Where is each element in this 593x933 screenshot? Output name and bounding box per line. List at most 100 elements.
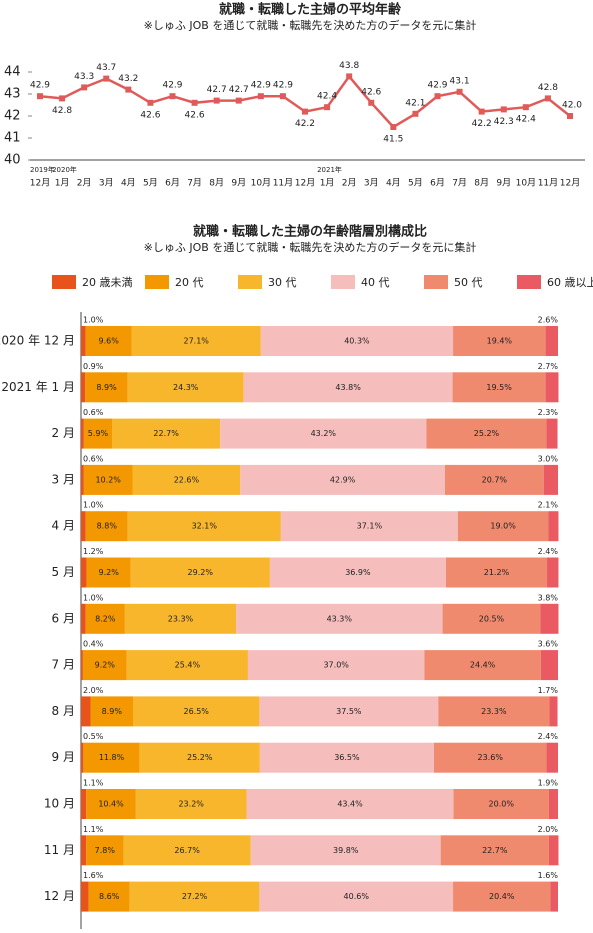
data-label: 2.4% — [538, 732, 559, 741]
data-label: 2.0% — [538, 825, 559, 834]
data-label: 20.7% — [482, 475, 508, 484]
chart-subtitle: ※しゅふ JOB を通じて就職・転職先を決めた方のデータを元に集計 — [144, 240, 477, 254]
bar-segment — [132, 696, 260, 727]
point — [59, 95, 66, 102]
data-label: 37.0% — [323, 661, 349, 670]
data-label: 25.2% — [474, 429, 500, 438]
year-label: 2021年 — [317, 165, 342, 174]
data-label: 42.4 — [317, 92, 337, 102]
data-label: 43.2 — [118, 74, 138, 84]
bar-segment — [442, 603, 541, 634]
data-label: 9.2% — [99, 568, 120, 577]
bar-segment — [545, 372, 559, 403]
data-label: 42.6 — [140, 110, 160, 120]
x-tick-label: 7月 — [452, 178, 467, 189]
legend-label: 30 代 — [268, 276, 297, 289]
data-label: 2.4% — [538, 547, 559, 556]
x-tick-label: 4月 — [386, 178, 401, 189]
bar-segment — [82, 650, 127, 681]
bar-segment — [81, 326, 86, 356]
bar-segment — [130, 557, 270, 588]
x-tick-label: 10月 — [516, 178, 536, 189]
bar-segment — [139, 742, 260, 773]
bar-segment — [543, 464, 558, 495]
chart-subtitle: ※しゅふ JOB を通じて就職・転職先を決めた方のデータを元に集計 — [144, 18, 477, 32]
x-tick-label: 12月 — [295, 178, 315, 189]
x-tick-label: 9月 — [231, 178, 246, 189]
bar-segment — [90, 696, 133, 727]
data-label: 1.6% — [83, 871, 104, 880]
bar-segment — [457, 511, 549, 542]
legend-swatch — [517, 275, 541, 289]
bar-segment — [86, 835, 124, 866]
point — [346, 73, 353, 80]
data-label: 43.7 — [96, 63, 116, 73]
data-label: 26.5% — [183, 707, 209, 716]
data-label: 19.4% — [487, 337, 513, 346]
data-label: 42.6 — [361, 87, 381, 97]
x-tick-label: 11月 — [273, 178, 293, 189]
x-tick-label: 1月 — [55, 178, 70, 189]
data-label: 9.2% — [95, 661, 116, 670]
point — [37, 93, 43, 100]
year-label: 2019年 — [30, 165, 55, 174]
data-label: 21.2% — [484, 568, 510, 577]
x-tick-label: 8月 — [474, 178, 489, 189]
data-label: 24.3% — [173, 383, 199, 392]
x-tick-label: 6月 — [165, 178, 180, 189]
point — [279, 93, 286, 100]
data-label: 36.5% — [334, 753, 360, 762]
bar-segment — [81, 511, 86, 542]
bar-segment — [131, 326, 261, 356]
bar-segment — [123, 835, 251, 866]
y-tick-label: 2021 年 1 月 — [1, 380, 75, 394]
bar-segment — [81, 881, 89, 912]
data-label: 2.3% — [538, 408, 559, 417]
bar-segment — [132, 464, 241, 495]
data-label: 8.9% — [102, 707, 123, 716]
y-tick-label: 44 — [4, 65, 21, 80]
bar-segment — [81, 603, 86, 634]
bar-segment — [433, 742, 547, 773]
point — [235, 97, 242, 104]
bar-segment — [81, 789, 87, 819]
bar-segment — [127, 372, 244, 403]
bar-segment — [81, 464, 84, 495]
data-label: 43.3% — [327, 614, 353, 623]
bar-segment — [88, 881, 130, 912]
y-tick-label: 42 — [4, 109, 21, 124]
bar-segment — [81, 372, 86, 403]
data-label: 3.6% — [538, 640, 559, 649]
data-label: 42.8 — [52, 106, 72, 116]
bar-segment — [127, 511, 281, 542]
data-label: 0.6% — [83, 408, 104, 417]
x-tick-label: 12月 — [30, 178, 50, 189]
data-label: 42.3 — [494, 117, 514, 127]
bar-segment — [540, 650, 558, 681]
bar-segment — [85, 603, 125, 634]
legend-swatch — [238, 275, 262, 289]
bar-segment — [540, 603, 559, 634]
y-tick-label: 8 月 — [52, 704, 75, 718]
data-label: 42.9% — [330, 475, 356, 484]
y-tick-label: 12 月 — [44, 889, 75, 903]
x-tick-label: 5月 — [408, 178, 423, 189]
data-label: 42.9 — [162, 81, 182, 91]
bar-segment — [438, 696, 550, 727]
data-label: 23.3% — [168, 614, 194, 623]
bar-segment — [453, 326, 546, 356]
y-tick-label: 41 — [4, 131, 21, 146]
data-label: 36.9% — [345, 568, 371, 577]
bar-segment — [280, 511, 458, 542]
bar-segment — [86, 557, 131, 588]
point — [169, 93, 176, 100]
data-label: 39.8% — [333, 846, 359, 855]
data-label: 41.5 — [383, 135, 403, 145]
x-tick-label: 9月 — [496, 178, 511, 189]
bar-segment — [83, 464, 133, 495]
data-label: 27.1% — [183, 337, 209, 346]
data-label: 32.1% — [192, 522, 218, 531]
bar-segment — [440, 835, 549, 866]
bar-segment — [452, 372, 546, 403]
